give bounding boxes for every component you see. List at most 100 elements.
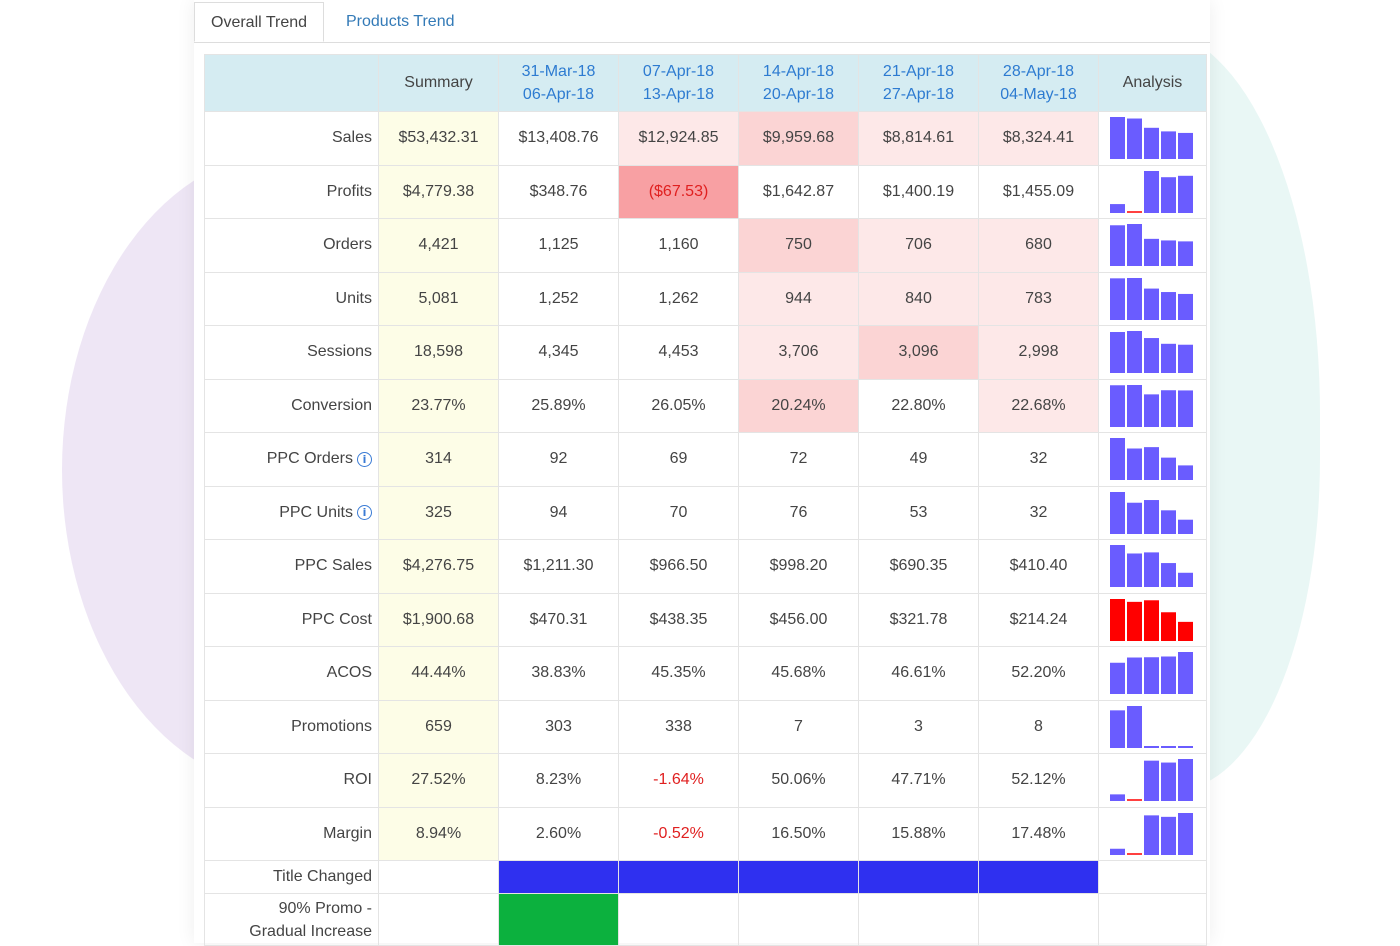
sparkline-bar: [1109, 385, 1125, 427]
summary-cell: 4,421: [378, 218, 499, 273]
week-value-cell: $1,400.19: [858, 164, 979, 219]
sparkline-bar: [1160, 762, 1176, 802]
sparkline-bar: [1109, 203, 1125, 213]
flag-label-line: Gradual Increase: [249, 922, 372, 940]
sparkline-bar: [1160, 612, 1176, 641]
week-value-cell: $8,814.61: [858, 111, 979, 166]
header-week-3[interactable]: 14-Apr-18 20-Apr-18: [738, 54, 859, 112]
week-value-cell: 52.12%: [978, 753, 1099, 808]
week-value-cell: $9,959.68: [738, 111, 859, 166]
flag-empty-cell: [738, 893, 859, 946]
table-row-acos: ACOS 44.44% 38.83% 45.35% 45.68% 46.61% 52.20%: [204, 646, 1207, 701]
analysis-sparkline: [1098, 485, 1207, 540]
row-label-text: Units: [335, 289, 372, 307]
week-value-cell: 69: [618, 432, 739, 487]
sparkline-chart: [1109, 224, 1193, 267]
sparkline-bar: [1126, 210, 1142, 213]
week-value-cell: 94: [498, 485, 619, 540]
week-value-cell: 76: [738, 485, 859, 540]
sparkline-chart: [1109, 170, 1193, 213]
info-icon[interactable]: i: [357, 451, 372, 467]
trend-table: Summary 31-Mar-18 06-Apr-18 07-Apr-18 13-A…: [204, 54, 1207, 946]
sparkline-bar: [1177, 133, 1193, 160]
flag-empty-cell: [978, 893, 1099, 946]
sparkline-bar: [1109, 117, 1125, 160]
sparkline-bar: [1109, 663, 1125, 695]
sparkline-bar: [1160, 344, 1176, 374]
table-row-ppc-units: PPC Units i 325 94 70 76 53 32: [204, 485, 1207, 540]
sparkline-bar: [1109, 491, 1125, 534]
sparkline-chart: [1109, 438, 1193, 481]
week-value-cell: 2.60%: [498, 806, 619, 861]
week-value-cell: 8: [978, 699, 1099, 754]
header-analysis: Analysis: [1098, 54, 1207, 112]
flag-summary-cell: [378, 860, 499, 894]
week-value-cell: 53: [858, 485, 979, 540]
week-value-cell: 70: [618, 485, 739, 540]
sparkline-bar: [1177, 175, 1193, 213]
header-week-2[interactable]: 07-Apr-18 13-Apr-18: [618, 54, 739, 112]
row-label: Margin: [204, 806, 379, 861]
summary-cell: $4,779.38: [378, 164, 499, 219]
analysis-sparkline: [1098, 271, 1207, 326]
row-label: Profits: [204, 164, 379, 219]
sparkline-chart: [1109, 598, 1193, 641]
week-value-cell: 52.20%: [978, 646, 1099, 701]
week-value-cell: 32: [978, 432, 1099, 487]
flag-label: Title Changed: [204, 860, 379, 894]
sparkline-bar: [1160, 510, 1176, 534]
week-value-cell: 38.83%: [498, 646, 619, 701]
week-value-cell: 3,096: [858, 325, 979, 380]
info-icon[interactable]: i: [357, 505, 372, 521]
trend-panel: Overall Trend Products Trend Summary 31-…: [194, 0, 1210, 946]
sparkline-bar: [1143, 552, 1159, 588]
row-label: Promotions: [204, 699, 379, 754]
summary-cell: 23.77%: [378, 378, 499, 433]
sparkline-bar: [1160, 457, 1176, 481]
row-label-text: PPC Sales: [294, 557, 372, 575]
tab-products-trend[interactable]: Products Trend: [346, 13, 455, 30]
week-value-cell: 680: [978, 218, 1099, 273]
week-value-cell: 944: [738, 271, 859, 326]
row-label: Sessions: [204, 325, 379, 380]
analysis-sparkline: [1098, 806, 1207, 861]
week-value-cell: 3,706: [738, 325, 859, 380]
sparkline-bar: [1126, 799, 1142, 802]
header-week-4[interactable]: 21-Apr-18 27-Apr-18: [858, 54, 979, 112]
flag-row: Title Changed: [204, 860, 1207, 894]
week-value-cell: $13,408.76: [498, 111, 619, 166]
sparkline-bar: [1177, 465, 1193, 481]
tab-bar: Overall Trend Products Trend: [194, 0, 1210, 43]
sparkline-bar: [1160, 656, 1176, 695]
row-label: ROI: [204, 753, 379, 808]
week-value-cell: 22.80%: [858, 378, 979, 433]
summary-cell: 314: [378, 432, 499, 487]
row-label-text: Orders: [323, 236, 372, 254]
row-label: ACOS: [204, 646, 379, 701]
sparkline-bar: [1126, 553, 1142, 588]
sparkline-bar: [1143, 239, 1159, 267]
week-value-cell: $1,211.30: [498, 539, 619, 594]
flag-analysis-cell: [1098, 893, 1207, 946]
flag-marker-cell: [858, 860, 979, 894]
sparkline-bar: [1109, 278, 1125, 320]
sparkline-bar: [1126, 277, 1142, 320]
table-row-profits: Profits $4,779.38 $348.76 ($67.53) $1,642.87…: [204, 164, 1207, 219]
week-value-cell: 72: [738, 432, 859, 487]
table-row-orders: Orders 4,421 1,125 1,160 750 706 680: [204, 218, 1207, 273]
sparkline-bar: [1143, 600, 1159, 641]
sparkline-bar: [1143, 338, 1159, 374]
header-week-5[interactable]: 28-Apr-18 04-May-18: [978, 54, 1099, 112]
sparkline-bar: [1177, 621, 1193, 641]
week-value-cell: 22.68%: [978, 378, 1099, 433]
tab-overall-trend[interactable]: Overall Trend: [194, 2, 325, 42]
week-value-cell: 4,345: [498, 325, 619, 380]
summary-cell: 659: [378, 699, 499, 754]
week-value-cell: 46.61%: [858, 646, 979, 701]
row-label-text: Sales: [331, 129, 372, 147]
header-week-1[interactable]: 31-Mar-18 06-Apr-18: [498, 54, 619, 112]
sparkline-bar: [1126, 705, 1142, 748]
week-value-cell: $470.31: [498, 592, 619, 647]
sparkline-bar: [1177, 759, 1193, 802]
sparkline-bar: [1177, 652, 1193, 695]
